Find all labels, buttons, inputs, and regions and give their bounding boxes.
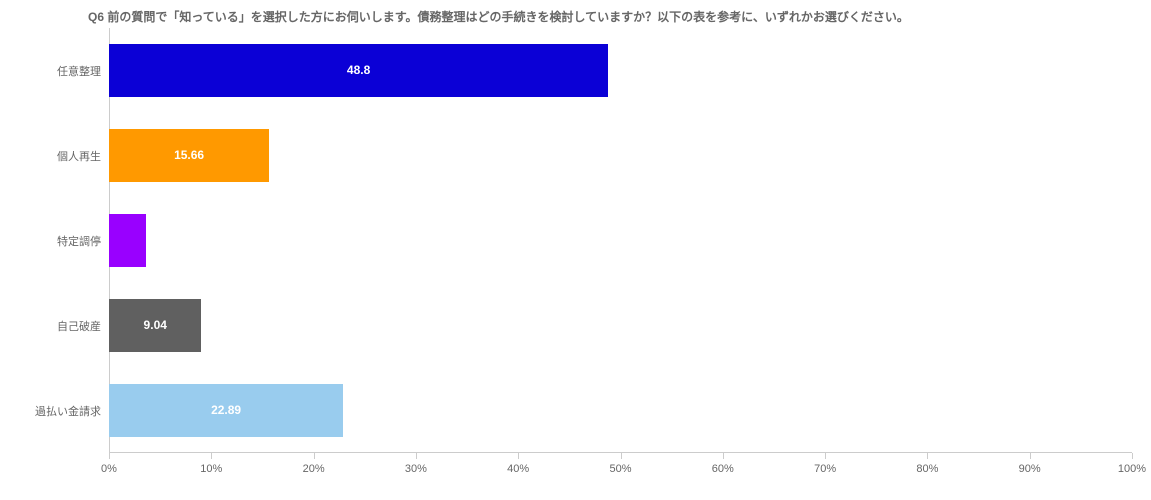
y-tick-label: 過払い金請求 [35, 403, 101, 419]
x-tick-label: 80% [916, 463, 938, 475]
y-tick-label: 自己破産 [57, 318, 101, 334]
x-tick [518, 453, 519, 459]
bar-value-label: 9.04 [144, 318, 167, 332]
y-tick-label: 任意整理 [57, 63, 101, 79]
x-tick-label: 20% [303, 463, 325, 475]
chart-title: Q6 前の質問で「知っている」を選択した方にお伺いします。債務整理はどの手続きを… [88, 8, 909, 25]
bar [109, 214, 146, 267]
bar: 15.66 [109, 129, 269, 182]
y-tick-label: 特定調停 [57, 233, 101, 249]
x-tick-label: 50% [609, 463, 631, 475]
x-tick [1030, 453, 1031, 459]
x-tick [416, 453, 417, 459]
x-tick [927, 453, 928, 459]
x-tick [621, 453, 622, 459]
x-tick [723, 453, 724, 459]
plot-area: 0%10%20%30%40%50%60%70%80%90%100%48.815.… [109, 28, 1132, 453]
x-tick [314, 453, 315, 459]
x-tick-label: 70% [814, 463, 836, 475]
x-tick-label: 40% [507, 463, 529, 475]
x-tick-label: 60% [712, 463, 734, 475]
bar: 48.8 [109, 44, 608, 97]
x-tick-label: 10% [200, 463, 222, 475]
x-tick-label: 0% [101, 463, 117, 475]
x-tick-label: 30% [405, 463, 427, 475]
bar-value-label: 22.89 [211, 403, 241, 417]
bar-value-label: 15.66 [174, 148, 204, 162]
bar: 9.04 [109, 299, 201, 352]
x-tick [1132, 453, 1133, 459]
bar: 22.89 [109, 384, 343, 437]
x-tick-label: 90% [1019, 463, 1041, 475]
x-tick-label: 100% [1118, 463, 1146, 475]
x-tick [211, 453, 212, 459]
bar-value-label: 48.8 [347, 63, 370, 77]
x-tick [109, 453, 110, 459]
y-tick-label: 個人再生 [57, 148, 101, 164]
survey-bar-chart: Q6 前の質問で「知っている」を選択した方にお伺いします。債務整理はどの手続きを… [0, 0, 1151, 500]
x-tick [825, 453, 826, 459]
